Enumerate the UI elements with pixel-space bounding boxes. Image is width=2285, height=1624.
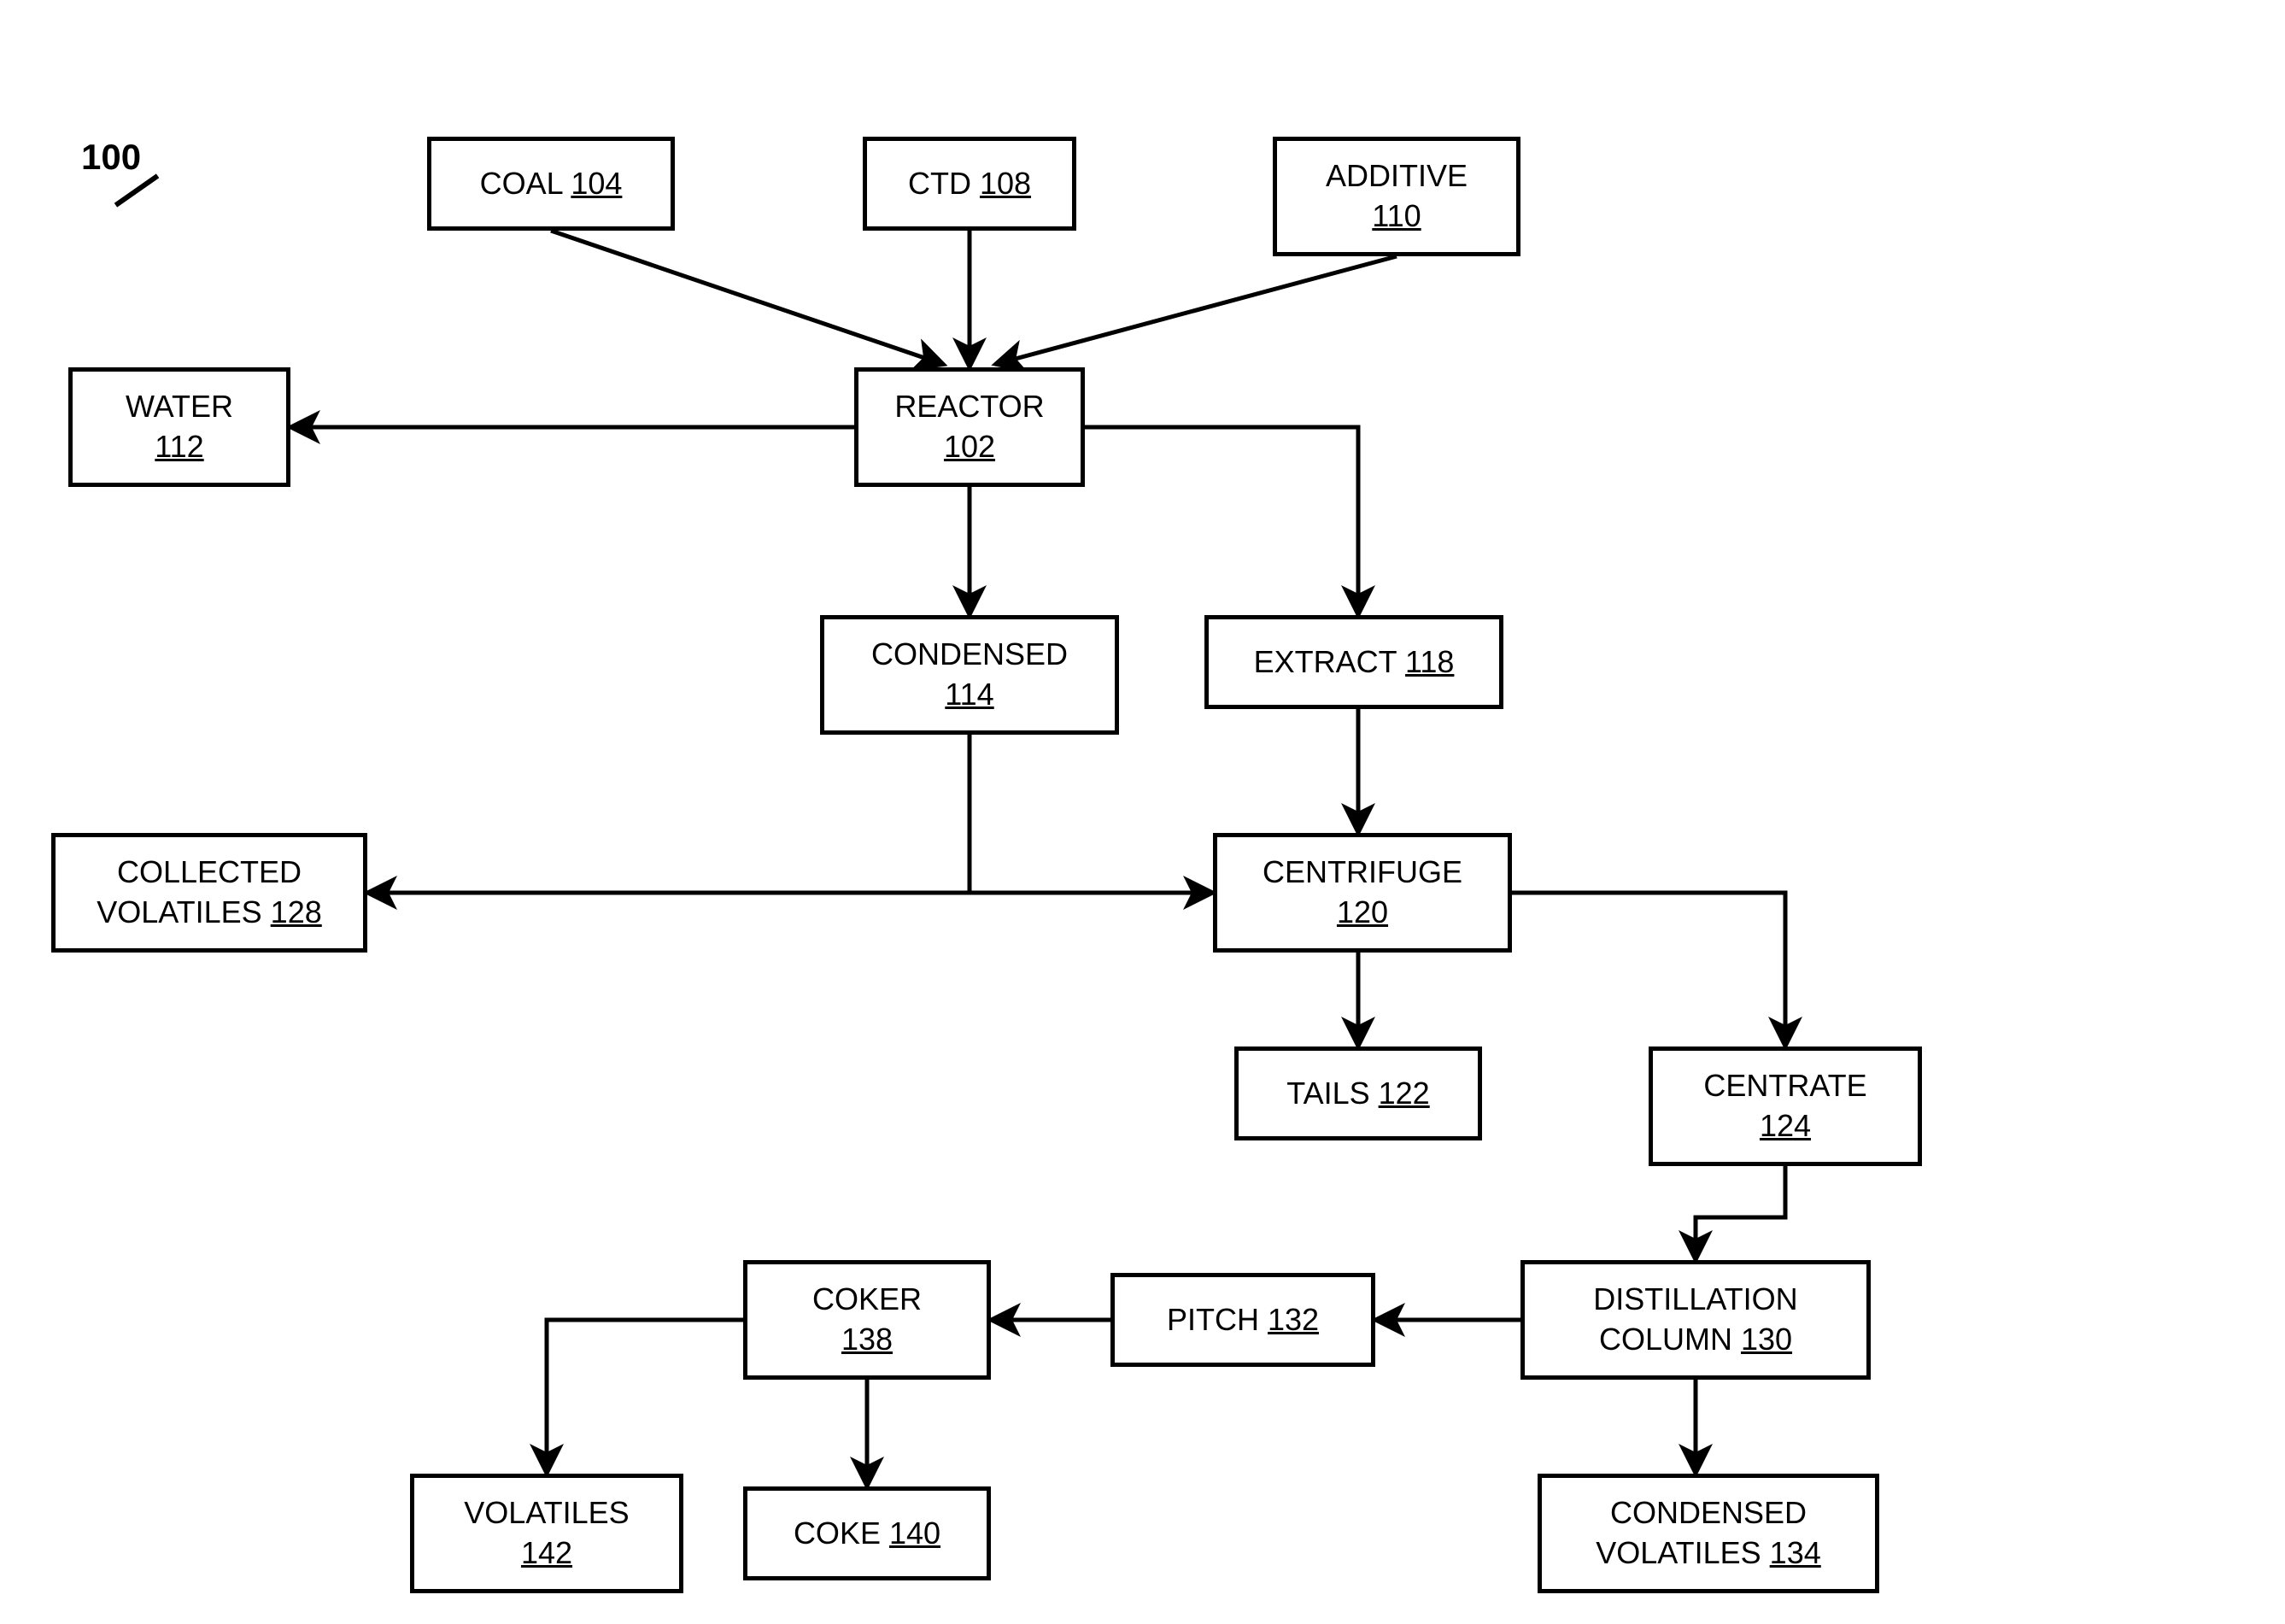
node-label: COKE [794,1516,889,1551]
node-ref: 138 [841,1320,893,1360]
node-ref: 118 [1405,644,1454,679]
node-ref: 124 [1760,1106,1811,1146]
flowchart-diagram: 100 COAL 104CTD 108ADDITIVE110WATER112RE… [0,0,2285,1624]
node-label: COLLECTED [117,853,302,893]
node-label: CONDENSED [871,635,1068,675]
node-label: VOLATILES [97,894,270,929]
node-label: REACTOR [894,387,1044,427]
node-collected: COLLECTEDVOLATILES 128 [51,833,367,953]
node-label: CTD [908,166,980,201]
node-label: COAL [480,166,571,201]
edge-reactor-extract [1085,427,1358,611]
node-coal: COAL 104 [427,137,675,231]
edge-coal-reactor [551,231,940,363]
node-ref: 132 [1268,1302,1319,1337]
node-ref: 140 [889,1516,940,1551]
node-pitch: PITCH 132 [1110,1273,1375,1367]
node-additive: ADDITIVE110 [1273,137,1520,256]
node-label: DISTILLATION [1593,1280,1797,1320]
node-label: CONDENSED [1610,1493,1807,1533]
edge-coker-volatiles [547,1320,743,1469]
node-ref: 122 [1379,1076,1430,1111]
node-centrifuge: CENTRIFUGE120 [1213,833,1512,953]
node-label: ADDITIVE [1326,156,1468,196]
node-condensed: CONDENSED114 [820,615,1119,735]
node-label: CENTRATE [1703,1066,1866,1106]
node-reactor: REACTOR102 [854,367,1085,487]
node-ref: 142 [521,1533,572,1574]
edge-additive-reactor [999,256,1397,363]
node-ref: 114 [945,675,993,715]
node-ref: 108 [980,166,1031,201]
node-ref: 104 [571,166,622,201]
node-ref: 134 [1770,1535,1821,1570]
node-label: CENTRIFUGE [1263,853,1462,893]
node-label: VOLATILES [464,1493,629,1533]
edges-layer [0,0,2285,1624]
node-water: WATER112 [68,367,290,487]
edge-centrate-dist [1696,1166,1785,1256]
node-ref: 130 [1741,1322,1792,1357]
node-label: TAILS [1286,1076,1378,1111]
node-dist: DISTILLATIONCOLUMN 130 [1520,1260,1871,1380]
node-ref: 110 [1372,196,1421,237]
node-ref: 102 [944,427,995,467]
node-label: WATER [126,387,233,427]
node-extract: EXTRACT 118 [1204,615,1503,709]
node-ref: 120 [1337,893,1388,933]
node-label: COKER [812,1280,922,1320]
node-tails: TAILS 122 [1234,1047,1482,1140]
node-ctd: CTD 108 [863,137,1076,231]
edge-centrifuge-centrate [1512,893,1785,1042]
edge-condensed-centrifuge [970,735,1209,893]
node-condvol: CONDENSEDVOLATILES 134 [1538,1474,1879,1593]
node-volatiles: VOLATILES142 [410,1474,683,1593]
node-label: VOLATILES [1596,1535,1769,1570]
node-label: PITCH [1167,1302,1268,1337]
node-label: EXTRACT [1254,644,1405,679]
node-centrate: CENTRATE124 [1649,1047,1922,1166]
node-label: COLUMN [1599,1322,1741,1357]
node-coker: COKER138 [743,1260,991,1380]
node-ref: 112 [155,427,203,467]
node-ref: 128 [271,894,322,929]
node-coke: COKE 140 [743,1486,991,1580]
